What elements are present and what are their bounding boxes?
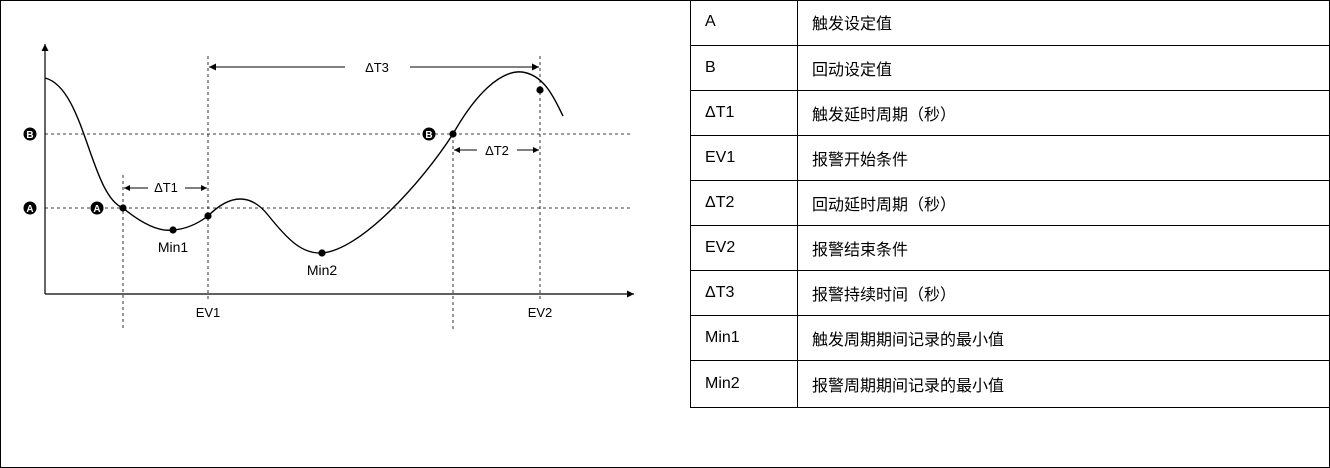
legend-description: 报警开始条件: [797, 135, 1330, 181]
legend-row: EV2 报警结束条件: [690, 225, 1330, 271]
legend-row: B 回动设定值: [690, 45, 1330, 91]
ev1-point: [204, 212, 212, 220]
legend-row: ΔT2 回动延时周期（秒）: [690, 180, 1330, 226]
svg-text:A: A: [26, 204, 33, 215]
legend-row: ΔT3 报警持续时间（秒）: [690, 270, 1330, 316]
dt2-label: ΔT2: [485, 143, 509, 158]
legend-row: Min1 触发周期期间记录的最小值: [690, 315, 1330, 361]
legend-symbol: ΔT2: [690, 180, 798, 226]
legend-symbol: Min1: [690, 315, 798, 361]
dt1-label: ΔT1: [154, 180, 178, 195]
dropout-point: [449, 130, 457, 138]
legend-description: 触发周期期间记录的最小值: [797, 315, 1330, 361]
svg-text:A: A: [93, 204, 100, 215]
ev1-label: EV1: [196, 305, 221, 320]
legend-description: 报警持续时间（秒）: [797, 270, 1330, 316]
legend-row: EV1 报警开始条件: [690, 135, 1330, 181]
legend-symbol: ΔT1: [690, 90, 798, 136]
legend-symbol: ΔT3: [690, 270, 798, 316]
legend-symbol: EV2: [690, 225, 798, 271]
marker-b-curve: B: [422, 127, 436, 141]
legend-description: 触发设定值: [797, 0, 1330, 46]
legend-row: A 触发设定值: [690, 0, 1330, 46]
min2-label: Min2: [307, 262, 338, 278]
legend-symbol: B: [690, 45, 798, 91]
legend-symbol: EV1: [690, 135, 798, 181]
marker-a-axis: A: [23, 201, 37, 215]
svg-text:B: B: [425, 130, 432, 141]
legend-symbol: Min2: [690, 360, 798, 408]
pickup-point: [119, 204, 127, 212]
ev2-label: EV2: [528, 305, 553, 320]
min1-label: Min1: [158, 239, 189, 255]
legend-row: ΔT1 触发延时周期（秒）: [690, 90, 1330, 136]
legend-description: 触发延时周期（秒）: [797, 90, 1330, 136]
svg-text:B: B: [26, 130, 33, 141]
legend-description: 报警周期期间记录的最小值: [797, 360, 1330, 408]
legend-symbol: A: [690, 0, 798, 46]
dt3-label: ΔT3: [365, 60, 389, 75]
marker-b-axis: B: [23, 127, 37, 141]
marker-a-curve: A: [90, 201, 104, 215]
legend-description: 报警结束条件: [797, 225, 1330, 271]
alarm-timing-diagram: ΔT1 ΔT2 ΔT3 Min1 Min2 EV1 EV2 B A A B: [23, 44, 634, 330]
legend-description: 回动设定值: [797, 45, 1330, 91]
min1-point: [169, 226, 177, 234]
legend-table: A 触发设定值 B 回动设定值 ΔT1 触发延时周期（秒） EV1 报警开始条件…: [690, 0, 1330, 408]
ev2-point: [536, 86, 544, 94]
legend-description: 回动延时周期（秒）: [797, 180, 1330, 226]
legend-row: Min2 报警周期期间记录的最小值: [690, 360, 1330, 408]
min2-point: [318, 249, 326, 257]
